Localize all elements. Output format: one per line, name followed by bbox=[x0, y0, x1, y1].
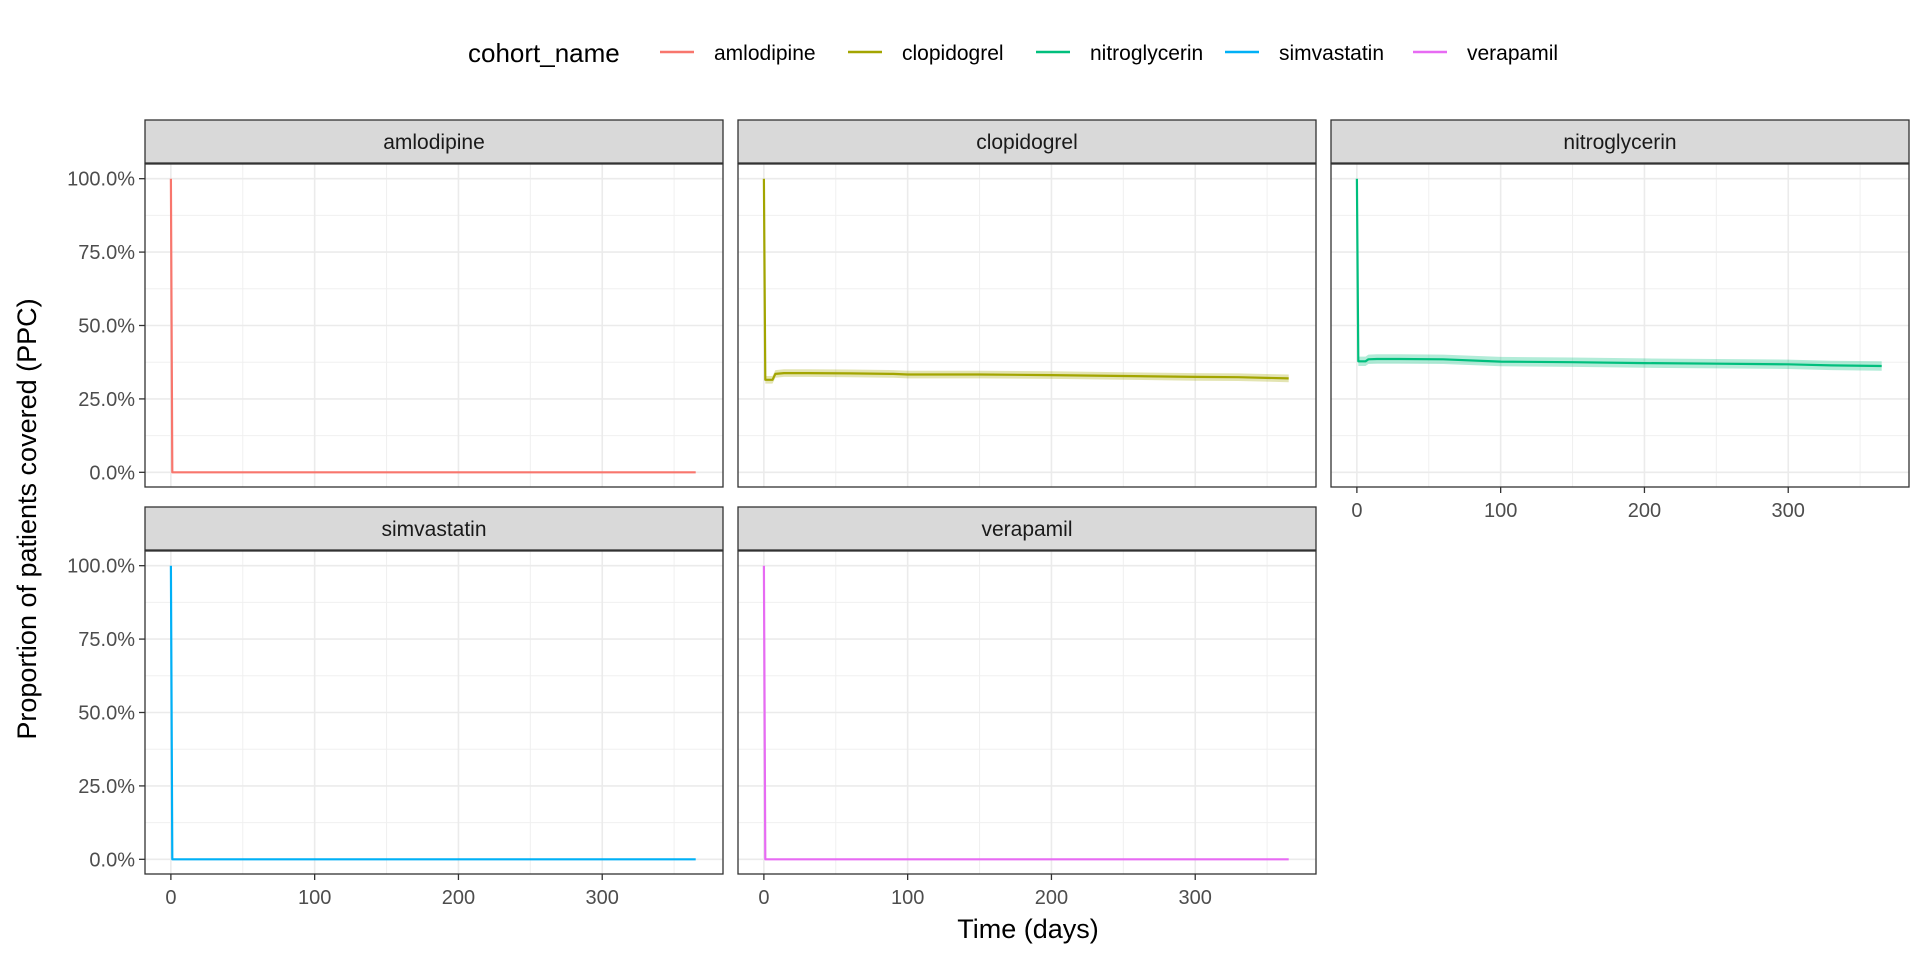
x-axis-verapamil: 0 100 200 300 bbox=[758, 874, 1212, 909]
panel-clopidogrel: clopidogrel bbox=[737, 119, 1317, 488]
panel-border bbox=[737, 163, 1317, 488]
legend-label-amlodipine: amlodipine bbox=[714, 42, 816, 65]
x-tick-label: 100 bbox=[1484, 500, 1517, 522]
x-tick-label: 100 bbox=[891, 887, 924, 909]
y-axis-simvastatin: 0.0% 25.0% 50.0% 75.0% 100.0% bbox=[67, 556, 145, 871]
x-tick-label: 200 bbox=[1035, 887, 1068, 909]
x-tick-label: 200 bbox=[1628, 500, 1661, 522]
x-tick-label: 0 bbox=[758, 887, 769, 909]
y-tick-label: 0.0% bbox=[89, 849, 135, 871]
strip-simvastatin bbox=[144, 506, 724, 551]
panel-verapamil: verapamil bbox=[737, 506, 1317, 875]
legend-items: amlodipine clopidogrel nitroglycerin simvas… bbox=[660, 42, 1558, 65]
y-tick-label: 0.0% bbox=[89, 462, 135, 484]
series-line-nitroglycerin bbox=[1355, 178, 1882, 368]
y-axis-title: Proportion of patients covered (PPC) bbox=[12, 298, 42, 739]
x-tick-label: 100 bbox=[298, 887, 331, 909]
y-tick-label: 25.0% bbox=[78, 776, 135, 798]
legend-label-clopidogrel: clopidogrel bbox=[902, 42, 1004, 65]
x-tick-label: 300 bbox=[1179, 887, 1212, 909]
legend-label-simvastatin: simvastatin bbox=[1279, 42, 1384, 65]
strip-label-amlodipine: amlodipine bbox=[383, 131, 485, 154]
x-tick-label: 300 bbox=[1772, 500, 1805, 522]
panel-border bbox=[1330, 163, 1910, 488]
gridlines bbox=[1331, 164, 1909, 487]
panel-border bbox=[737, 550, 1317, 875]
x-tick-label: 200 bbox=[442, 887, 475, 909]
y-tick-label: 75.0% bbox=[78, 629, 135, 651]
panel-simvastatin: simvastatin bbox=[144, 506, 724, 875]
panel-nitroglycerin: nitroglycerin bbox=[1330, 119, 1910, 488]
gridlines bbox=[738, 551, 1316, 874]
x-tick-label: 300 bbox=[586, 887, 619, 909]
series-line-clopidogrel bbox=[762, 178, 1289, 381]
axes: 0.0% 25.0% 50.0% 75.0% 100.0% 0 100 200 300 0.0% 2… bbox=[67, 169, 1805, 909]
facet-panels: amlodipine clopidogrel nitroglycerin simvas… bbox=[144, 119, 1910, 875]
x-tick-label: 0 bbox=[165, 887, 176, 909]
y-tick-label: 25.0% bbox=[78, 389, 135, 411]
y-tick-label: 50.0% bbox=[78, 316, 135, 338]
strip-nitroglycerin bbox=[1330, 119, 1910, 164]
x-axis-title: Time (days) bbox=[957, 914, 1099, 944]
confidence-band-clopidogrel bbox=[765, 369, 1289, 384]
legend: cohort_name amlodipine clopidogrel nitrogl… bbox=[468, 38, 1558, 68]
y-tick-label: 50.0% bbox=[78, 703, 135, 725]
series-line-verapamil bbox=[762, 565, 1289, 861]
strip-amlodipine bbox=[144, 119, 724, 164]
legend-title: cohort_name bbox=[468, 38, 620, 68]
gridlines bbox=[145, 164, 723, 487]
y-tick-label: 100.0% bbox=[67, 556, 135, 578]
strip-clopidogrel bbox=[737, 119, 1317, 164]
strip-label-clopidogrel: clopidogrel bbox=[976, 131, 1078, 154]
strip-label-simvastatin: simvastatin bbox=[381, 518, 486, 541]
strip-verapamil bbox=[737, 506, 1317, 551]
series-line-amlodipine bbox=[169, 178, 696, 474]
y-tick-label: 100.0% bbox=[67, 169, 135, 191]
strip-label-verapamil: verapamil bbox=[981, 518, 1072, 541]
strip-label-nitroglycerin: nitroglycerin bbox=[1563, 131, 1676, 154]
x-axis-nitroglycerin: 0 100 200 300 bbox=[1351, 487, 1805, 522]
legend-label-nitroglycerin: nitroglycerin bbox=[1090, 42, 1203, 65]
legend-label-verapamil: verapamil bbox=[1467, 42, 1558, 65]
y-axis-amlodipine: 0.0% 25.0% 50.0% 75.0% 100.0% bbox=[67, 169, 145, 484]
x-tick-label: 0 bbox=[1351, 500, 1362, 522]
x-axis-simvastatin: 0 100 200 300 bbox=[165, 874, 619, 909]
series-line-simvastatin bbox=[169, 565, 696, 861]
y-tick-label: 75.0% bbox=[78, 242, 135, 264]
panel-amlodipine: amlodipine bbox=[144, 119, 724, 488]
